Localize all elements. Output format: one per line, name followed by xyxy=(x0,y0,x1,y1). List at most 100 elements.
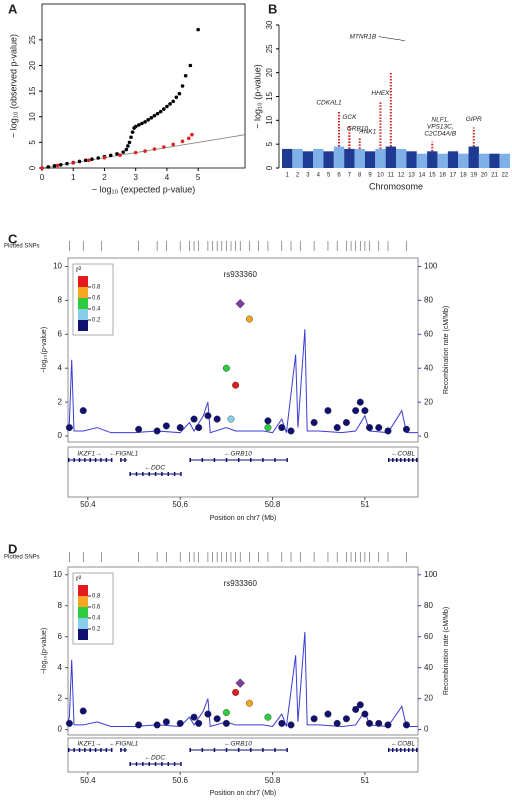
x-tick-label: 8 xyxy=(358,173,362,179)
snp-point xyxy=(79,707,87,715)
x-tick-label: 2 xyxy=(102,173,107,182)
gene-annotation: C2CD4A/B xyxy=(424,131,456,138)
x-tick-label: 4 xyxy=(317,173,321,179)
exon xyxy=(237,458,240,462)
legend-title: r² xyxy=(76,265,82,274)
exon xyxy=(73,748,75,752)
qq-point xyxy=(174,95,179,100)
y-tick-label: 25 xyxy=(265,44,274,53)
snp-point xyxy=(287,427,295,435)
snp-point xyxy=(213,415,221,423)
gene-label: ←COBL xyxy=(391,451,416,458)
qq-point xyxy=(171,99,175,104)
exon xyxy=(415,458,418,462)
exon xyxy=(237,748,240,752)
gene-annotation: GRB10 xyxy=(347,125,369,132)
y2-tick-label: 80 xyxy=(424,296,433,305)
qq-point xyxy=(188,63,193,68)
chromosome-points xyxy=(468,146,479,168)
y2-tick-label: 60 xyxy=(424,329,433,338)
chromosome-points xyxy=(437,153,448,168)
snp-point xyxy=(176,424,184,432)
gene-frame xyxy=(67,446,419,498)
y2-tick-label: 100 xyxy=(424,262,438,271)
gene-label: ←FIGNL1 xyxy=(109,451,139,458)
y2-tick-label: 20 xyxy=(424,397,433,406)
x-tick-label: 2 xyxy=(296,173,300,179)
gene-label: ←DDC xyxy=(145,755,166,762)
gene-label: ←GRB10 xyxy=(224,451,252,458)
x-tick-label: 7 xyxy=(348,173,352,179)
exon xyxy=(403,458,406,462)
y-tick-label: 20 xyxy=(28,61,37,70)
x-tick-label: 51 xyxy=(360,500,369,509)
snp-point xyxy=(79,407,87,415)
exon xyxy=(110,458,113,462)
x-tick-label: 1 xyxy=(71,173,76,182)
exon xyxy=(391,458,394,462)
gene-label: IKZF1→ xyxy=(77,451,101,458)
qq-point xyxy=(118,153,122,157)
x-tick-label: 15 xyxy=(429,173,436,179)
exon xyxy=(78,748,81,752)
exon xyxy=(262,748,264,752)
legend-swatch xyxy=(78,629,88,640)
snp-point xyxy=(278,424,286,432)
panel-label: A xyxy=(8,1,18,16)
exon xyxy=(142,472,144,476)
y-tick-label: 5 xyxy=(28,140,37,145)
legend-title: r² xyxy=(76,574,82,583)
exon xyxy=(154,762,157,766)
exon xyxy=(391,748,394,752)
snp-point xyxy=(222,709,230,717)
exon xyxy=(78,458,81,462)
x-tick-label: 3 xyxy=(133,173,138,182)
qq-point xyxy=(129,135,133,140)
y-tick-label: 8 xyxy=(58,296,63,305)
qq-point xyxy=(133,150,138,155)
qq-point xyxy=(162,145,166,149)
lead-snp xyxy=(235,678,246,688)
x-tick-label: 13 xyxy=(408,173,415,179)
exon xyxy=(154,472,157,476)
exon xyxy=(129,472,131,476)
exon xyxy=(120,458,122,462)
snp-point xyxy=(204,412,212,420)
x-tick-label: 0 xyxy=(40,173,45,182)
qq-point xyxy=(83,158,88,163)
gene-annotation: ANK1 xyxy=(358,129,376,136)
gene-annotation: HHEX xyxy=(371,90,390,97)
exon xyxy=(148,762,150,766)
snp-point xyxy=(366,424,374,432)
snp-point xyxy=(264,424,272,432)
gene-label: ←COBL xyxy=(391,741,416,748)
qq-point xyxy=(168,102,172,106)
exon xyxy=(167,762,170,766)
chromosome-points xyxy=(385,146,396,168)
qq-point xyxy=(152,113,157,118)
gene-annotation: GCK xyxy=(342,114,357,121)
rug-label: Plotted SNPs xyxy=(4,555,40,561)
x-axis-title: − log₁₀ (expected p-value) xyxy=(92,184,196,194)
exon xyxy=(407,748,410,752)
legend-swatch xyxy=(78,596,88,607)
exon xyxy=(148,472,150,476)
exon xyxy=(201,458,204,462)
y-axis-title: −log₁₀(p-value) xyxy=(41,628,48,674)
qq-point xyxy=(40,166,44,170)
y2-tick-label: 40 xyxy=(424,663,433,672)
snp-point xyxy=(352,407,360,415)
plot-frame xyxy=(67,566,419,736)
y-axis-title: −log₁₀(p-value) xyxy=(41,327,48,373)
x-tick-label: 6 xyxy=(337,173,341,179)
qq-point xyxy=(137,123,141,127)
snp-point xyxy=(384,721,392,729)
legend-label: 0.6 xyxy=(92,296,101,302)
y-tick-label: 15 xyxy=(265,92,274,101)
x-tick-label: 17 xyxy=(450,173,457,179)
exon xyxy=(213,748,216,752)
exon xyxy=(387,748,390,752)
snp-point xyxy=(227,415,235,423)
